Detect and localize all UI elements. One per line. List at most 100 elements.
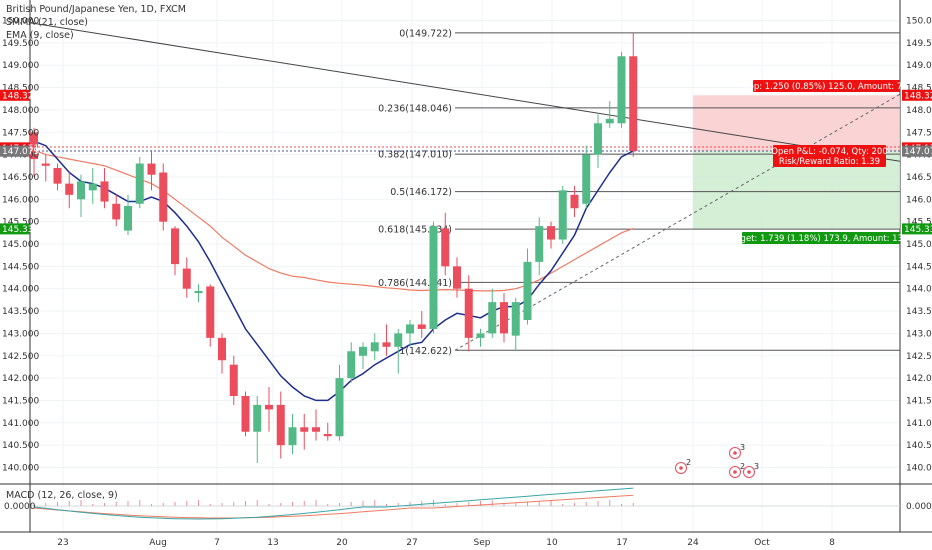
candle-body bbox=[112, 203, 121, 220]
candle bbox=[429, 221, 438, 334]
price-axis[interactable]: 150.000 150.000 149.500 149.500 149.000 149.0… bbox=[0, 17, 932, 474]
candle-body bbox=[594, 123, 602, 155]
price-tick-left: 148.500 bbox=[2, 84, 39, 94]
event-dot bbox=[733, 470, 737, 474]
candle-body bbox=[359, 346, 367, 356]
time-tick: 10 bbox=[546, 538, 558, 548]
candle-body bbox=[253, 404, 262, 432]
candle-body bbox=[30, 132, 38, 160]
pnl-text: Open P&L: -0.074, Qty: 200 bbox=[771, 147, 888, 157]
candles bbox=[30, 33, 638, 464]
price-tick: 145.500 bbox=[906, 218, 932, 228]
fibonacci-retracement[interactable]: 0(149.722) 0.236(148.046) 0.382(147.010) 0.… bbox=[378, 28, 900, 357]
candle-body bbox=[406, 324, 414, 334]
stop-label: Stop: 1.250 (0.85%) 125.0, Amount: 750 bbox=[740, 80, 913, 92]
price-tick: 147.500 bbox=[906, 128, 932, 138]
candle-body bbox=[570, 194, 579, 209]
candle bbox=[53, 163, 62, 191]
event-count: 3 bbox=[754, 462, 759, 471]
target-label-box bbox=[742, 232, 900, 244]
candle bbox=[265, 387, 273, 432]
candle bbox=[30, 127, 38, 177]
target-label: Target: 1.739 (1.18%) 173.9, Amount: 134… bbox=[727, 232, 914, 244]
price-tag-text: 145.338 bbox=[2, 225, 39, 235]
candle-body bbox=[370, 342, 379, 352]
ema-line bbox=[33, 140, 634, 402]
candle-body bbox=[582, 154, 591, 204]
position-labels: Stop: 1.250 (0.85%) 125.0, Amount: 750 Ta… bbox=[727, 80, 914, 244]
candle bbox=[124, 194, 132, 236]
price-tag-box bbox=[0, 145, 30, 157]
candle bbox=[617, 51, 626, 128]
event-marker: 2 bbox=[675, 458, 691, 474]
price-tag-text: 147.077 bbox=[904, 147, 932, 157]
price-tag-left: 145.338 bbox=[0, 223, 39, 235]
price-tick-left: 140.000 bbox=[2, 464, 39, 474]
time-tick: 23 bbox=[57, 538, 68, 548]
grid bbox=[0, 0, 932, 533]
candle-body bbox=[523, 261, 532, 320]
time-tick: 8 bbox=[829, 538, 835, 548]
time-tick: 24 bbox=[687, 538, 699, 548]
moving-averages bbox=[33, 140, 634, 402]
candle bbox=[582, 145, 591, 209]
ema-legend: EMA (9, close) bbox=[6, 30, 74, 41]
candle-body bbox=[53, 168, 62, 184]
price-tick: 148.000 bbox=[906, 106, 932, 116]
smma-legend: SMMA (21, close) bbox=[6, 17, 88, 28]
event-markers[interactable]: 232 3 bbox=[675, 443, 760, 478]
macd-line bbox=[33, 487, 634, 520]
time-tick: 13 bbox=[267, 538, 278, 548]
event-dot bbox=[679, 466, 683, 470]
candle-body bbox=[464, 288, 473, 338]
candle-body bbox=[65, 183, 74, 195]
event-dot bbox=[733, 451, 737, 455]
candle bbox=[65, 172, 74, 209]
macd-tick-right: 0.0000 bbox=[906, 502, 932, 512]
candle-body bbox=[41, 163, 50, 166]
candle bbox=[229, 355, 238, 405]
event-marker: 3 bbox=[729, 443, 745, 459]
price-tick-left: 142.000 bbox=[2, 374, 39, 384]
price-tick: 141.000 bbox=[906, 419, 932, 429]
candle-body bbox=[276, 404, 285, 446]
candle-body bbox=[229, 364, 238, 396]
candle bbox=[300, 413, 309, 450]
price-tick: 144.000 bbox=[906, 285, 932, 295]
time-axis[interactable]: 23 Aug 7 13 20 27 Sep 10 17 24 Oct 8 bbox=[57, 538, 835, 548]
candle-body bbox=[241, 395, 250, 432]
event-marker: 3 bbox=[743, 462, 759, 478]
candle-body bbox=[511, 302, 520, 336]
candle bbox=[511, 297, 520, 352]
candle-body bbox=[558, 190, 567, 240]
macd-legend: MACD (12, 26, close, 9) bbox=[6, 490, 118, 501]
candle bbox=[218, 333, 226, 374]
pnl-box bbox=[773, 145, 886, 167]
price-tick-left: 143.000 bbox=[2, 329, 39, 339]
candle-body bbox=[453, 266, 461, 289]
candle bbox=[382, 324, 391, 356]
candle bbox=[41, 154, 50, 182]
candle bbox=[182, 257, 191, 298]
macd-pane: 0.0000 0.0000 bbox=[4, 487, 932, 520]
candle bbox=[629, 33, 638, 157]
time-tick: 27 bbox=[406, 538, 417, 548]
fib-label: 0.5(146.172) bbox=[390, 187, 452, 198]
candle-body bbox=[88, 183, 97, 191]
time-tick: 17 bbox=[616, 538, 627, 548]
candle-body bbox=[194, 290, 203, 294]
price-tick: 146.500 bbox=[906, 173, 932, 183]
macd-signal-line bbox=[33, 494, 634, 519]
candle bbox=[441, 212, 450, 276]
candle-body bbox=[124, 206, 132, 231]
candle bbox=[523, 248, 532, 325]
price-tag-text: 148.327 bbox=[904, 91, 932, 101]
macd-tick-left: 0.0000 bbox=[4, 502, 36, 512]
price-tick-left: 142.500 bbox=[2, 352, 39, 362]
price-tick-left: 146.500 bbox=[2, 173, 39, 183]
price-tag-right: 145.338 bbox=[902, 223, 932, 235]
stop-label-box bbox=[753, 80, 900, 92]
candle-body bbox=[312, 427, 320, 432]
price-tick-left: 149.500 bbox=[2, 39, 39, 49]
